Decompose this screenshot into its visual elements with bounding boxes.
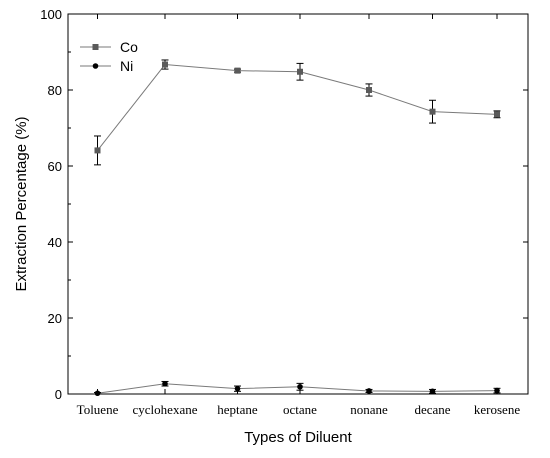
y-tick-label: 80 <box>48 83 62 98</box>
x-tick-label: Toluene <box>77 402 119 417</box>
x-axis-title: Types of Diluent <box>244 429 352 446</box>
legend-marker-ni <box>92 63 99 69</box>
y-tick-label: 20 <box>48 311 62 326</box>
data-point-co <box>429 108 436 115</box>
x-tick-label: decane <box>414 402 450 417</box>
data-point-ni <box>162 380 168 387</box>
data-point-ni <box>429 388 436 395</box>
series-layer <box>94 59 501 397</box>
series-line-co <box>97 64 498 151</box>
x-tick-label: octane <box>283 402 317 417</box>
x-axis: Toluene cyclohexane heptane octane nonane dec… <box>77 14 520 417</box>
legend: Co Ni <box>80 39 138 74</box>
data-point-co <box>297 68 303 75</box>
series-line-ni <box>97 383 498 394</box>
x-tick-label: cyclohexane <box>133 402 198 417</box>
data-point-co <box>494 111 500 118</box>
data-point-co <box>162 61 168 68</box>
y-tick-label: 0 <box>55 387 62 402</box>
y-axis-title: Extraction Percentage (%) <box>13 116 30 291</box>
y-axis: 0 20 40 60 80 100 <box>40 7 528 402</box>
data-point-co <box>366 87 372 93</box>
data-point-co <box>234 67 241 74</box>
data-point-ni <box>297 383 303 390</box>
x-tick-label: heptane <box>217 402 258 417</box>
data-point-co <box>94 147 101 154</box>
x-tick-label: nonane <box>350 402 388 417</box>
data-point-ni <box>494 387 500 394</box>
data-point-ni <box>234 385 241 392</box>
legend-label-ni: Ni <box>120 58 133 74</box>
legend-marker-co <box>92 44 99 50</box>
y-tick-label: 100 <box>40 7 62 22</box>
legend-label-co: Co <box>120 39 138 55</box>
data-point-ni <box>366 388 372 394</box>
y-tick-label: 60 <box>48 159 62 174</box>
data-point-ni <box>94 390 101 397</box>
x-tick-label: kerosene <box>474 402 520 417</box>
y-tick-label: 40 <box>48 235 62 250</box>
